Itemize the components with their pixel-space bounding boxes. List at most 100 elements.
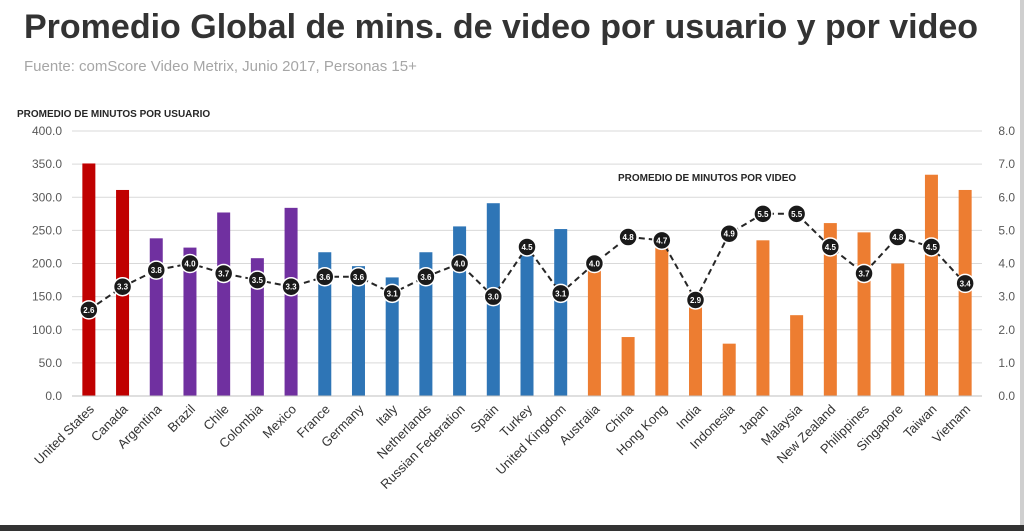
data-label: 3.3 bbox=[117, 283, 129, 292]
data-label: 3.4 bbox=[960, 279, 972, 288]
bar bbox=[284, 207, 298, 396]
y-right-tick-label: 0.0 bbox=[998, 389, 1015, 403]
data-label: 3.6 bbox=[420, 273, 432, 282]
data-label: 4.5 bbox=[926, 243, 938, 252]
y-right-tick-label: 6.0 bbox=[998, 190, 1015, 204]
bar bbox=[385, 277, 399, 396]
window-edge bbox=[1020, 0, 1024, 531]
data-label: 3.6 bbox=[319, 273, 331, 282]
line-point bbox=[685, 290, 706, 310]
bar bbox=[587, 263, 601, 396]
x-tick-label: Vietnam bbox=[929, 402, 973, 446]
bar bbox=[351, 266, 365, 396]
x-tick-label: Mexico bbox=[259, 402, 299, 442]
data-label: 2.9 bbox=[690, 296, 702, 305]
data-label: 4.9 bbox=[724, 230, 736, 239]
bar bbox=[250, 258, 264, 396]
line-point bbox=[854, 263, 874, 284]
line-point bbox=[146, 260, 167, 280]
bar bbox=[453, 226, 467, 396]
bar bbox=[823, 223, 837, 396]
bar bbox=[756, 240, 770, 396]
data-label: 3.1 bbox=[387, 289, 399, 298]
y-left-tick-label: 50.0 bbox=[39, 356, 63, 370]
y-right-tick-label: 4.0 bbox=[998, 257, 1015, 271]
y-right-tick-label: 8.0 bbox=[998, 124, 1015, 138]
data-label: 4.8 bbox=[623, 233, 635, 242]
y-right-tick-label: 3.0 bbox=[998, 290, 1015, 304]
data-label: 3.7 bbox=[218, 269, 230, 278]
line-point bbox=[719, 223, 739, 244]
bar bbox=[790, 315, 804, 396]
data-label: 3.6 bbox=[353, 273, 365, 282]
data-label: 5.5 bbox=[757, 210, 769, 219]
x-tick-label: Italy bbox=[373, 401, 401, 429]
data-label: 5.5 bbox=[791, 210, 803, 219]
data-label: 3.5 bbox=[252, 276, 264, 285]
line-point bbox=[281, 276, 301, 297]
page-subtitle: Fuente: comScore Video Metrix, Junio 201… bbox=[24, 58, 417, 75]
y-left-tick-label: 150.0 bbox=[32, 290, 62, 304]
data-label: 3.0 bbox=[488, 293, 500, 302]
bottom-strip bbox=[0, 525, 1024, 531]
y-left-tick-label: 100.0 bbox=[32, 323, 62, 337]
line-point bbox=[483, 286, 504, 307]
y-right-tick-label: 2.0 bbox=[998, 323, 1015, 337]
bar bbox=[689, 291, 703, 396]
line-point bbox=[247, 270, 268, 290]
line-point bbox=[921, 237, 942, 257]
line-point bbox=[112, 276, 133, 297]
line-point bbox=[382, 283, 402, 304]
line-point bbox=[753, 204, 773, 224]
y-left-tick-label: 200.0 bbox=[32, 257, 62, 271]
data-label: 3.1 bbox=[555, 289, 567, 298]
line-point bbox=[786, 204, 807, 224]
bar bbox=[554, 229, 568, 396]
line-point bbox=[550, 283, 571, 304]
y-right-tick-label: 7.0 bbox=[998, 157, 1015, 171]
line-point bbox=[449, 253, 470, 274]
bar bbox=[318, 252, 332, 396]
line-point bbox=[348, 267, 369, 287]
data-label: 3.3 bbox=[286, 283, 298, 292]
page-title: Promedio Global de mins. de video por us… bbox=[24, 8, 979, 46]
bar bbox=[183, 247, 197, 396]
line-point bbox=[180, 253, 200, 274]
bar bbox=[655, 242, 669, 396]
data-label: 3.8 bbox=[151, 266, 163, 275]
data-label: 4.8 bbox=[892, 233, 904, 242]
bar bbox=[621, 337, 635, 396]
line-point bbox=[652, 230, 672, 251]
bar bbox=[520, 248, 534, 396]
line-point bbox=[315, 267, 335, 287]
data-label: 4.0 bbox=[589, 260, 601, 269]
bar bbox=[217, 212, 231, 396]
y-right-tick-label: 5.0 bbox=[998, 223, 1015, 237]
y-left-tick-label: 350.0 bbox=[32, 157, 62, 171]
line-point bbox=[416, 267, 436, 287]
y-left-axis-title: PROMEDIO DE MINUTOS POR USUARIO bbox=[17, 109, 210, 120]
data-label: 3.7 bbox=[858, 269, 870, 278]
line-point bbox=[584, 253, 605, 274]
x-tick-label: Spain bbox=[467, 402, 501, 436]
bar bbox=[82, 163, 96, 396]
bar bbox=[722, 343, 736, 396]
line-point bbox=[517, 237, 537, 257]
data-label: 4.7 bbox=[656, 236, 668, 245]
data-label: 4.5 bbox=[521, 243, 533, 252]
line-point bbox=[79, 300, 99, 320]
y-left-tick-label: 250.0 bbox=[32, 223, 62, 237]
line-point bbox=[213, 263, 234, 284]
line-point bbox=[618, 227, 638, 247]
y-left-tick-label: 0.0 bbox=[45, 389, 62, 403]
data-label: 4.0 bbox=[184, 260, 196, 269]
data-label: 4.5 bbox=[825, 243, 837, 252]
line-point bbox=[887, 227, 908, 247]
bar bbox=[857, 232, 871, 396]
data-label: 2.6 bbox=[83, 306, 95, 315]
data-label: 4.0 bbox=[454, 260, 466, 269]
y-right-tick-label: 1.0 bbox=[998, 356, 1015, 370]
bar bbox=[419, 252, 433, 396]
line-point bbox=[955, 273, 975, 294]
